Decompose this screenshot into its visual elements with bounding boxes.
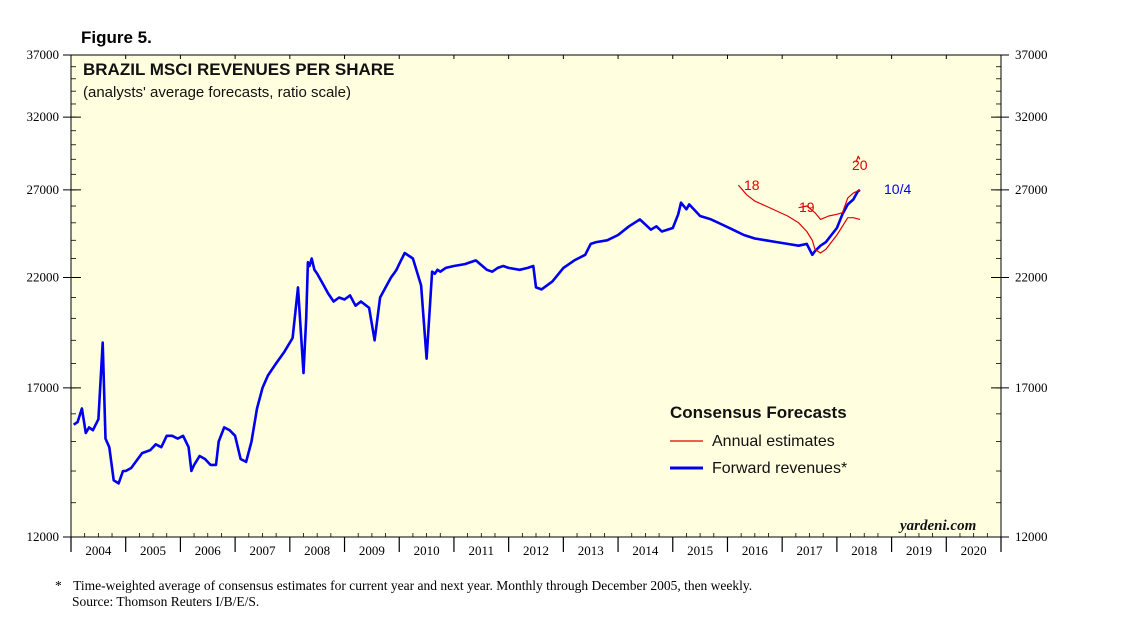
x-tick-label: 2019 <box>906 543 932 558</box>
annotation-20: 20 <box>852 157 868 173</box>
chart-title: BRAZIL MSCI REVENUES PER SHARE <box>83 60 394 79</box>
series-annual-estimates-20 <box>855 155 861 163</box>
y-tick-label-right: 17000 <box>1015 380 1048 395</box>
x-tick-label: 2009 <box>359 543 385 558</box>
x-tick-label: 2007 <box>249 543 276 558</box>
y-tick-label-right: 12000 <box>1015 529 1048 544</box>
y-tick-label-right: 27000 <box>1015 182 1048 197</box>
annotation-18: 18 <box>744 177 760 193</box>
watermark: yardeni.com <box>898 518 976 534</box>
legend-title: Consensus Forecasts <box>670 403 847 422</box>
x-tick-label: 2010 <box>414 543 440 558</box>
x-tick-label: 2016 <box>742 543 769 558</box>
y-tick-label-left: 22000 <box>27 270 60 285</box>
y-tick-label-right: 32000 <box>1015 109 1048 124</box>
annotation-10-4: 10/4 <box>884 181 911 197</box>
y-tick-label-left: 37000 <box>27 47 60 62</box>
annotation-19: 19 <box>799 199 815 215</box>
chart-subtitle: (analysts' average forecasts, ratio scal… <box>83 84 351 101</box>
x-tick-label: 2005 <box>140 543 166 558</box>
y-axis-left: 12000 17000 22000 27000 32000 37000 <box>27 47 81 544</box>
legend-label-forward: Forward revenues* <box>712 460 847 477</box>
y-tick-label-left: 27000 <box>27 182 60 197</box>
series-forward-revenues <box>72 188 861 485</box>
x-tick-label: 2015 <box>687 543 713 558</box>
x-tick-label: 2011 <box>469 543 495 558</box>
x-axis: 2004 2005 2006 2007 2008 2009 2010 2011 2012 2013… <box>70 55 1002 558</box>
series-layer <box>72 155 861 485</box>
figure-label: Figure 5. <box>81 28 152 47</box>
source-note: Source: Thomson Reuters I/B/E/S. <box>72 594 260 609</box>
footnote-text: Time-weighted average of consensus estim… <box>73 578 753 593</box>
x-tick-label: 2014 <box>632 543 659 558</box>
x-tick-label: 2020 <box>961 543 987 558</box>
y-tick-label-left: 32000 <box>27 109 60 124</box>
series-annual-estimates-19 <box>798 189 861 220</box>
x-tick-label: 2013 <box>578 543 604 558</box>
legend-label-annual: Annual estimates <box>712 433 835 450</box>
x-tick-label: 2017 <box>797 543 824 558</box>
plot-area <box>70 54 1002 538</box>
y-tick-label-left: 12000 <box>27 529 60 544</box>
x-tick-label: 2006 <box>195 543 222 558</box>
y-tick-label-right: 37000 <box>1015 47 1048 62</box>
y-tick-label-left: 17000 <box>27 380 60 395</box>
x-tick-label: 2018 <box>851 543 877 558</box>
y-tick-label-right: 22000 <box>1015 270 1048 285</box>
footnote-marker: * <box>55 578 62 593</box>
footnote: * Time-weighted average of consensus est… <box>55 578 752 594</box>
series-annual-estimates-18 <box>737 184 861 254</box>
x-tick-label: 2012 <box>523 543 549 558</box>
x-tick-label: 2008 <box>304 543 330 558</box>
y-axis-right: 12000 17000 22000 27000 32000 37000 <box>991 47 1048 544</box>
x-tick-label: 2004 <box>85 543 112 558</box>
